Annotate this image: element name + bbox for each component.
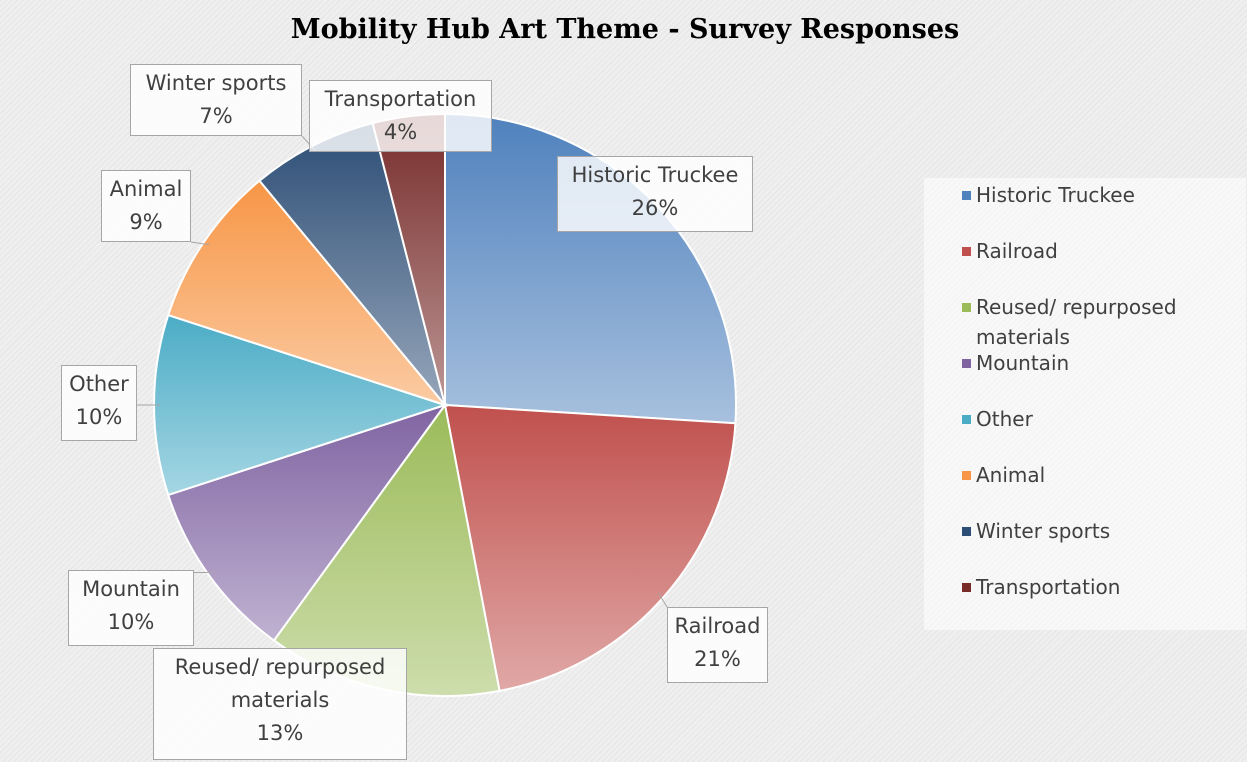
legend-label: Other (976, 407, 1033, 431)
data-label-railroad: Railroad 21% (667, 607, 768, 683)
pie-slice-railroad (443, 403, 737, 693)
data-label-winter-sports: Winter sports 7% (130, 64, 302, 136)
data-label-percent: 4% (383, 120, 418, 144)
data-label-category: Mountain (82, 577, 180, 601)
data-label-other: Other 10% (61, 365, 137, 441)
legend-item-transportation: Transportation (962, 572, 1238, 602)
data-label-category: Other (69, 372, 129, 396)
legend-label: Mountain (976, 351, 1070, 375)
legend-item-animal: Animal (962, 460, 1238, 490)
legend-label: Historic Truckee (976, 183, 1135, 207)
data-label-category: Transportation (324, 87, 477, 111)
data-label-percent: 21% (694, 647, 741, 671)
leader-line (658, 593, 668, 608)
legend-label: Animal (976, 463, 1046, 487)
legend-label: Transportation (976, 575, 1121, 599)
pie-slice-mountain (166, 403, 448, 642)
legend: Historic Truckee Railroad Reused/ repurpos… (924, 178, 1246, 630)
data-label-category: Railroad (674, 614, 761, 638)
legend-item-railroad: Railroad (962, 236, 1238, 266)
legend-swatch (962, 471, 971, 480)
legend-item-mountain: Mountain (962, 348, 1238, 378)
data-label-reused-repurposed-materials: Reused/ repurposed materials 13% (153, 648, 407, 760)
legend-label: Reused/ repurposed materials (976, 295, 1177, 349)
legend-swatch (962, 527, 971, 536)
data-label-percent: 26% (631, 196, 679, 220)
data-label-percent: 10% (75, 405, 123, 429)
data-label-historic-truckee: Historic Truckee 26% (557, 156, 753, 232)
data-label-animal: Animal 9% (101, 170, 191, 242)
data-label-transportation: Transportation 4% (309, 80, 492, 152)
legend-swatch (962, 415, 971, 424)
legend-item-historic-truckee: Historic Truckee (962, 180, 1238, 210)
leader-line (190, 241, 210, 246)
data-label-category: Animal (109, 177, 183, 201)
legend-swatch (962, 191, 971, 200)
legend-label: Railroad (976, 239, 1058, 263)
data-label-category: Historic Truckee (571, 163, 739, 187)
data-label-percent: 9% (129, 210, 163, 234)
data-label-category: Reused/ repurposed materials (174, 655, 386, 712)
legend-swatch (962, 247, 971, 256)
data-label-mountain: Mountain 10% (68, 570, 194, 646)
legend-item-winter-sports: Winter sports (962, 516, 1238, 546)
legend-swatch (962, 303, 971, 312)
data-label-percent: 7% (199, 104, 233, 128)
legend-swatch (962, 359, 971, 368)
data-label-percent: 13% (256, 721, 304, 745)
chart-title: Mobility Hub Art Theme - Survey Response… (290, 14, 960, 45)
legend-item-reused-repurposed-materials: Reused/ repurposed materials (962, 292, 1238, 352)
data-label-category: Winter sports (145, 71, 287, 95)
pie-slice-animal (166, 179, 448, 408)
legend-item-other: Other (962, 404, 1238, 434)
legend-swatch (962, 583, 971, 592)
legend-label: Winter sports (976, 519, 1111, 543)
data-label-percent: 10% (107, 610, 155, 634)
